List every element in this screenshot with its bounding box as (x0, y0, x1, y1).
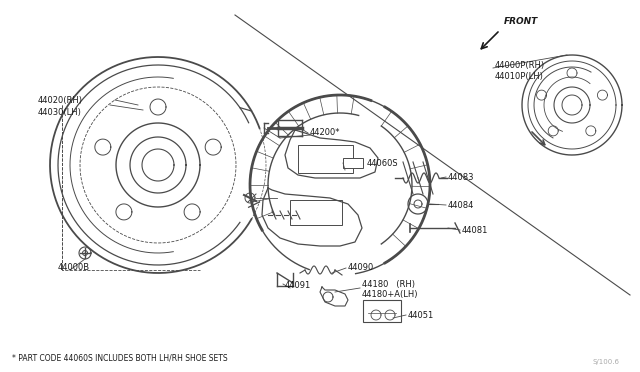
Text: S/100.6: S/100.6 (593, 359, 620, 365)
Text: 44051: 44051 (408, 311, 435, 320)
Text: 44020(RH): 44020(RH) (38, 96, 83, 105)
Text: 44030(LH): 44030(LH) (38, 108, 82, 116)
Text: FRONT: FRONT (504, 17, 538, 26)
Text: 44081: 44081 (462, 225, 488, 234)
Text: 44060S: 44060S (367, 158, 399, 167)
Text: 44000B: 44000B (58, 263, 90, 273)
Text: 44091: 44091 (285, 280, 311, 289)
Text: 44180   (RH): 44180 (RH) (362, 280, 415, 289)
Bar (363, 300, 401, 322)
Text: 44090: 44090 (348, 263, 374, 273)
Text: 44083: 44083 (448, 173, 474, 182)
Bar (290, 200, 342, 225)
Bar (298, 145, 353, 173)
Text: 44180+A(LH): 44180+A(LH) (362, 291, 419, 299)
Text: 44200*: 44200* (310, 128, 340, 137)
Text: 44084: 44084 (448, 201, 474, 209)
Text: 44000P(RH): 44000P(RH) (495, 61, 545, 70)
Bar (343, 158, 363, 168)
Text: * PART CODE 44060S INCLUDES BOTH LH/RH SHOE SETS: * PART CODE 44060S INCLUDES BOTH LH/RH S… (12, 353, 228, 362)
Text: 44010P(LH): 44010P(LH) (495, 71, 544, 80)
